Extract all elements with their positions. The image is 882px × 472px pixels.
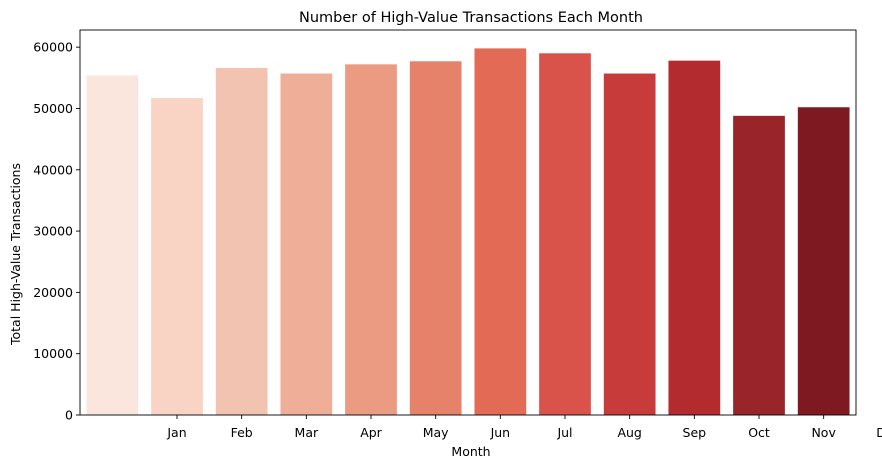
- x-tick-label: Jan: [166, 425, 186, 440]
- y-axis-label: Total High-Value Transactions: [8, 163, 23, 346]
- y-tick-label: 10000: [33, 346, 73, 361]
- bar-8: [539, 53, 591, 416]
- bar-9: [603, 73, 656, 415]
- x-axis-ticks: Jan Feb Mar Apr May Jun Jul Aug Sep Oct Nov Dec: [166, 415, 882, 440]
- bar-12: [797, 107, 850, 415]
- y-tick-label: 60000: [33, 40, 73, 55]
- x-tick-label: Sep: [683, 425, 707, 440]
- y-axis-ticks: 0 10000 20000 30000 40000 50000 60000: [33, 40, 80, 423]
- x-tick-label: May: [423, 425, 449, 440]
- bar-2: [151, 98, 203, 415]
- x-tick-label: Mar: [295, 425, 319, 440]
- x-tick-label: Feb: [231, 425, 253, 440]
- y-tick-label: 40000: [33, 162, 73, 177]
- x-tick-label: Jul: [556, 425, 572, 440]
- bar-3: [215, 68, 268, 415]
- y-tick-label: 50000: [33, 101, 73, 116]
- chart-title: Number of High-Value Transactions Each M…: [299, 10, 643, 26]
- bar-4: [280, 73, 333, 415]
- bar-6: [409, 61, 462, 415]
- x-tick-label: Oct: [748, 425, 770, 440]
- bars-group: [86, 48, 850, 416]
- x-tick-label: Nov: [811, 425, 836, 440]
- y-tick-label: 20000: [33, 285, 73, 300]
- x-tick-label: Jun: [490, 425, 511, 440]
- bar-1: [86, 75, 139, 415]
- bar-11: [733, 115, 785, 415]
- x-tick-label: Dec: [876, 425, 882, 440]
- plot-frame: [79, 29, 857, 416]
- bar-7: [474, 48, 527, 415]
- x-tick-label: Aug: [617, 425, 641, 440]
- y-tick-label: 30000: [33, 224, 73, 239]
- x-tick-label: Apr: [360, 425, 382, 440]
- bar-10: [668, 60, 721, 416]
- bar-5: [345, 64, 397, 415]
- y-tick-label: 0: [65, 408, 73, 423]
- x-axis-label: Month: [451, 444, 490, 459]
